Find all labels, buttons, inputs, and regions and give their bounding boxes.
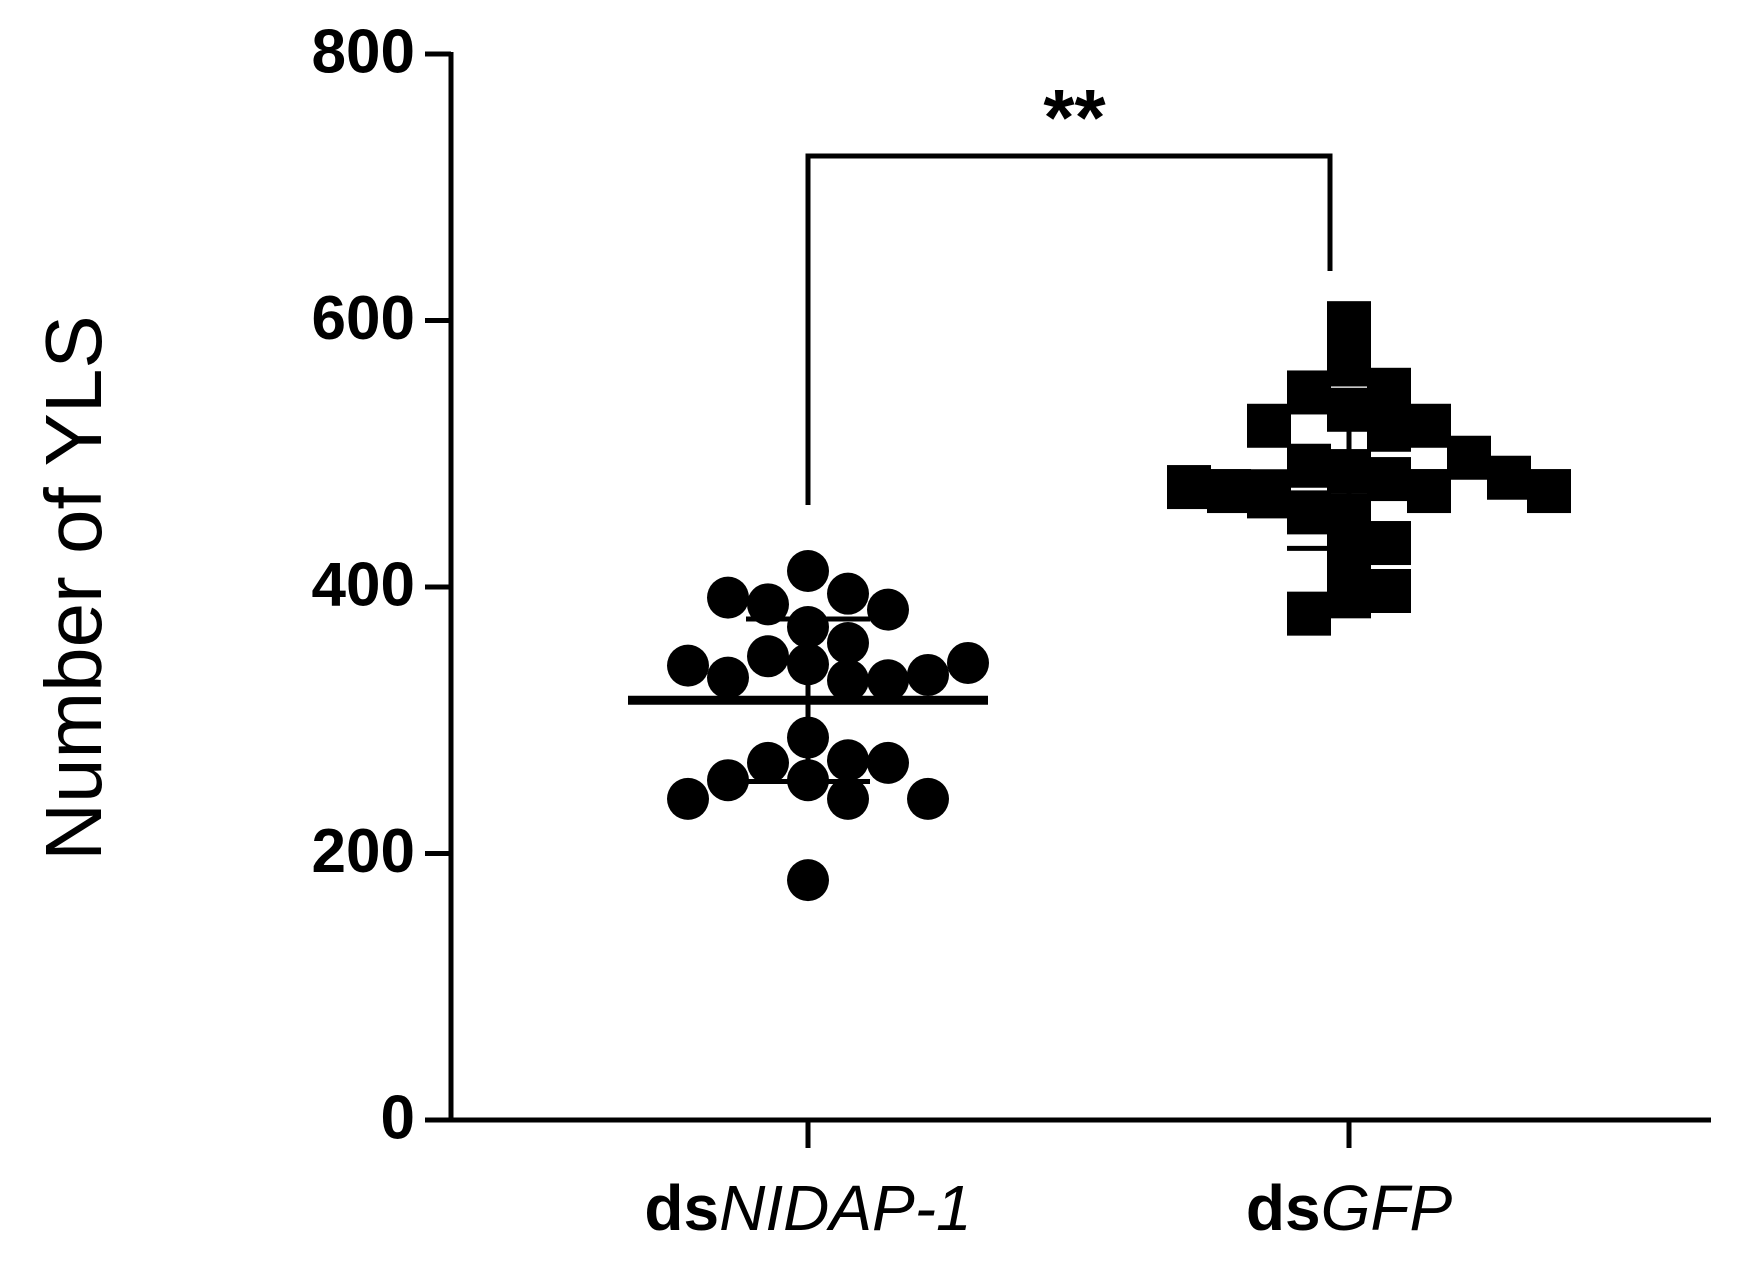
point: [867, 588, 909, 631]
point: [1327, 531, 1371, 576]
point: [827, 621, 869, 664]
point: [1287, 370, 1331, 415]
y-tick-label: 0: [381, 1083, 415, 1152]
point: [867, 741, 909, 784]
point: [1287, 443, 1331, 488]
y-tick-label: 600: [312, 284, 415, 353]
point: [747, 635, 789, 678]
x-tick-label: dsGFP: [1246, 1172, 1453, 1244]
point: [667, 777, 709, 820]
point: [707, 576, 749, 619]
point: [787, 643, 829, 686]
point: [1407, 403, 1451, 448]
point: [747, 583, 789, 626]
point: [1367, 521, 1411, 566]
point: [667, 644, 709, 687]
point: [947, 641, 989, 684]
point: [867, 659, 909, 702]
point: [1327, 574, 1371, 619]
point: [1327, 301, 1371, 346]
point: [1287, 591, 1331, 636]
point: [707, 656, 749, 699]
point: [907, 777, 949, 820]
point: [787, 605, 829, 648]
point: [787, 859, 829, 902]
point: [827, 572, 869, 615]
point: [1247, 474, 1291, 519]
point: [1247, 403, 1291, 448]
point: [1367, 568, 1411, 613]
point: [827, 777, 869, 820]
point: [1367, 367, 1411, 412]
y-axis-label: Number of YLS: [29, 315, 118, 860]
point: [907, 653, 949, 696]
point: [827, 659, 869, 702]
point: [1367, 407, 1411, 452]
point: [827, 739, 869, 782]
point: [1287, 490, 1331, 535]
significance-label: **: [1043, 73, 1106, 162]
significance-bracket: [805, 153, 1333, 505]
y-tick-label: 400: [312, 550, 415, 619]
point: [787, 716, 829, 759]
point: [787, 550, 829, 593]
point: [707, 759, 749, 802]
point: [1527, 469, 1571, 514]
point: [1327, 387, 1371, 432]
point: [1327, 493, 1371, 538]
x-tick-label: dsNIDAP-1: [644, 1172, 971, 1244]
point: [787, 759, 829, 802]
point: [1367, 457, 1411, 502]
point: [747, 741, 789, 784]
y-tick-label: 200: [312, 817, 415, 886]
y-tick-label: 800: [312, 17, 415, 86]
point: [1327, 342, 1371, 387]
